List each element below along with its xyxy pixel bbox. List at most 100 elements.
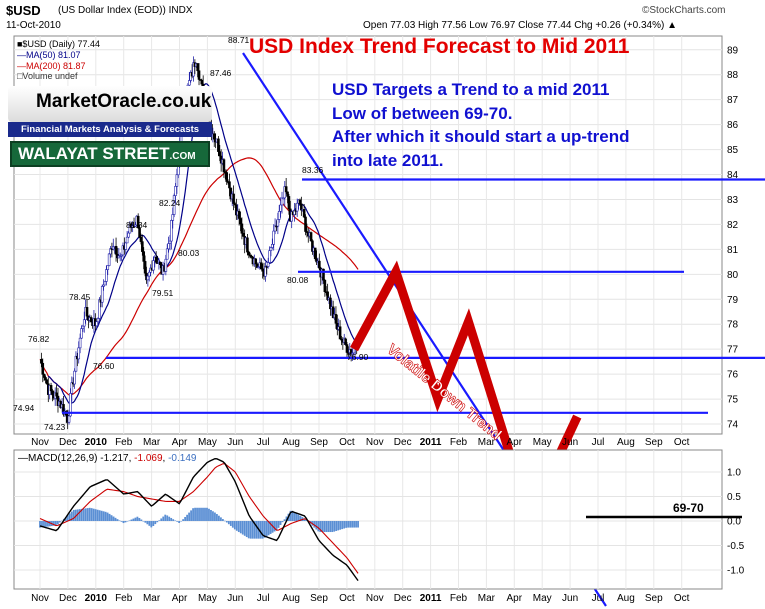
- price-x-tick: Apr: [507, 437, 523, 448]
- price-x-tick: Aug: [282, 437, 300, 448]
- macd-hist-bar: [174, 520, 177, 521]
- macd-hist-bar: [218, 515, 220, 521]
- annotation-line-4: into late 2011.: [332, 150, 444, 170]
- candle-body: [49, 385, 53, 392]
- macd-hist-bar: [86, 508, 89, 521]
- macd-x-tick: Mar: [143, 593, 161, 604]
- price-y-tick: 78: [727, 320, 739, 331]
- macd-hist-bar: [94, 509, 97, 521]
- price-y-axis: 74 75 76 77 78 79 80 81 82 83 84 85 86 87 88 89: [727, 45, 739, 430]
- macd-signal-line: [39, 463, 359, 574]
- price-annotation: 87.46: [210, 68, 232, 78]
- macd-hist-bar: [214, 512, 216, 521]
- macd-hist-bar: [204, 507, 206, 521]
- candle-body: [196, 63, 199, 72]
- candle-body: [107, 253, 111, 266]
- candle-body: [298, 199, 302, 205]
- header-date: 11-Oct-2010: [6, 20, 61, 31]
- macd-hist-bar: [351, 521, 353, 528]
- macd-hist-bar: [355, 521, 357, 528]
- price-annotation: 80.03: [178, 248, 200, 258]
- macd-hist-bar: [253, 521, 256, 539]
- candle-body: [77, 347, 81, 360]
- price-x-tick: Oct: [674, 437, 690, 448]
- macd-hist-bar: [241, 521, 244, 535]
- macd-hist-bar: [231, 521, 234, 528]
- candle-body: [200, 79, 204, 85]
- candle-body: [261, 268, 264, 272]
- price-annotation: 82.24: [159, 198, 181, 208]
- candle-body: [41, 362, 45, 375]
- candle-body: [147, 271, 151, 277]
- price-y-tick: 87: [727, 95, 739, 106]
- macd-hist-bar: [315, 521, 318, 530]
- candle-body: [344, 338, 347, 345]
- macd-hist-bar: [227, 521, 230, 525]
- macd-hist-bar: [343, 521, 346, 529]
- price-annotation: 83.36: [302, 165, 324, 175]
- candle-body: [82, 319, 86, 327]
- macd-hist-bar: [136, 516, 139, 521]
- macd-hist-bar: [237, 521, 240, 533]
- macd-hist-bar: [303, 518, 306, 521]
- candle-body: [225, 172, 228, 182]
- candle-body: [138, 227, 141, 238]
- macd-hist-bar: [299, 515, 302, 521]
- candle-body: [152, 260, 155, 271]
- candle-body: [313, 247, 317, 259]
- candle-body: [287, 196, 291, 210]
- macd-hist-bar: [72, 509, 75, 521]
- macd-hist-bar: [88, 507, 91, 521]
- macd-x-tick: Dec: [59, 593, 77, 604]
- candle-body: [302, 209, 306, 218]
- price-x-tick: May: [533, 437, 552, 448]
- candle-body: [142, 251, 146, 262]
- macd-hist-bar: [160, 518, 163, 521]
- header-copyright: ©StockCharts.com: [642, 5, 726, 16]
- macd-hist-bar: [239, 521, 242, 534]
- macd-hist-bar: [339, 521, 342, 530]
- macd-legend-sep: ,: [163, 453, 169, 464]
- price-y-tick: 84: [727, 170, 739, 181]
- macd-hist-bar: [235, 521, 238, 531]
- price-y-tick: 89: [727, 45, 739, 56]
- price-x-tick: Jun: [227, 437, 243, 448]
- candle-body: [139, 236, 143, 242]
- candle-body: [170, 220, 173, 242]
- legend-macd: —MACD(12,26,9) -1.217, -1.069, -0.149: [18, 453, 197, 464]
- macd-x-tick: Aug: [617, 593, 635, 604]
- macd-hist-bar: [327, 521, 330, 533]
- candle-body: [141, 241, 144, 252]
- macd-hist-bar: [104, 511, 107, 521]
- candle-body: [286, 191, 289, 197]
- candle-body: [103, 281, 107, 286]
- marketoracle-logo[interactable]: MarketOracle.co.uk Financial Markets Ana…: [8, 86, 212, 170]
- macd-hist-bar: [182, 519, 185, 521]
- macd-hist-bar: [188, 512, 190, 521]
- forecast-annotation: USD Targets a Trend to a mid 2011 Low of…: [332, 78, 630, 172]
- macd-hist-bar: [154, 521, 157, 525]
- candle-body: [168, 240, 172, 244]
- price-y-tick: 86: [727, 120, 739, 131]
- candle-body: [143, 261, 147, 274]
- candle-body: [171, 214, 175, 221]
- macd-lines: [39, 457, 359, 582]
- candle-body: [326, 291, 329, 300]
- macd-hist-bar: [349, 521, 352, 528]
- macd-hist-bar: [261, 521, 264, 539]
- macd-hist-bar: [134, 517, 137, 521]
- candle-body: [280, 197, 284, 206]
- price-annotation: 74.94: [13, 403, 35, 413]
- macd-x-tick: May: [198, 593, 217, 604]
- target-label: 69-70: [673, 501, 704, 515]
- macd-hist-bar: [132, 518, 135, 521]
- macd-hist-bar: [208, 508, 210, 521]
- candle-body: [237, 210, 241, 219]
- macd-hist-bar: [118, 520, 121, 521]
- macd-hist-bar: [68, 513, 71, 521]
- macd-hist-bar: [277, 521, 280, 528]
- macd-hist-bar: [168, 516, 171, 521]
- candle-body: [105, 269, 108, 282]
- macd-hist-bar: [120, 521, 123, 522]
- candle-body: [85, 307, 89, 317]
